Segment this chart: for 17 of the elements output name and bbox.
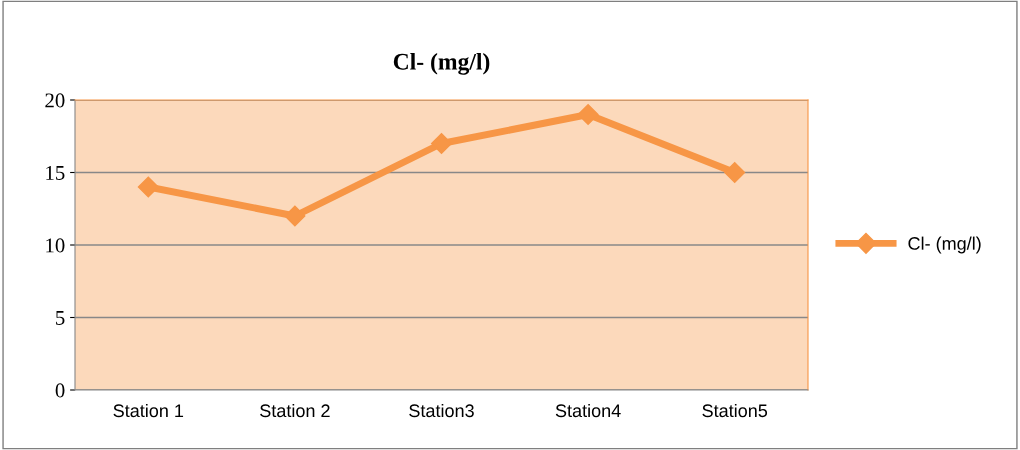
y-tick-label: 0: [55, 383, 65, 398]
legend-label: Cl- (mg/l): [908, 236, 981, 254]
point: [724, 161, 746, 184]
y-tick-label: 5: [56, 311, 65, 325]
x-tick-label: Station3: [409, 403, 474, 418]
point: [577, 103, 599, 126]
point: [430, 132, 453, 155]
chart-title: Cl- (mg/l): [393, 53, 490, 75]
y-tick-label: 10: [46, 238, 65, 253]
x-tick-label: Station 1: [113, 403, 184, 418]
x-tick-label: Station 2: [260, 403, 330, 418]
x-tick-label: Station4: [555, 403, 621, 418]
y-tick-label: 20: [45, 93, 65, 108]
y-tick-label: 15: [46, 165, 65, 180]
point: [137, 176, 159, 198]
x-tick-label: Station5: [702, 403, 768, 418]
point: [284, 205, 306, 227]
